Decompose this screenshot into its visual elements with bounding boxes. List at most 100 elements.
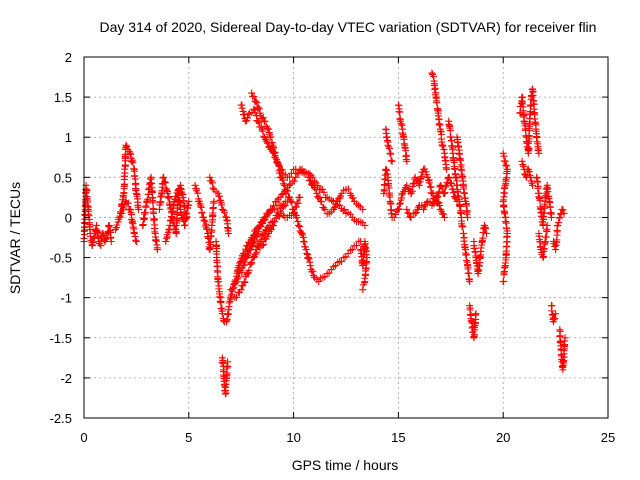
data-point bbox=[460, 237, 468, 245]
data-point bbox=[105, 223, 113, 231]
data-point bbox=[281, 201, 289, 209]
data-point bbox=[284, 187, 292, 195]
data-point bbox=[559, 206, 567, 214]
y-tick-label: -2 bbox=[60, 371, 72, 386]
data-point bbox=[332, 203, 340, 211]
y-tick-label: -1.5 bbox=[50, 331, 72, 346]
x-tick-label: 10 bbox=[286, 430, 300, 445]
data-point bbox=[540, 245, 548, 253]
data-point bbox=[218, 310, 226, 318]
data-point bbox=[464, 213, 472, 221]
data-point bbox=[308, 268, 316, 276]
data-point bbox=[102, 235, 110, 243]
data-point bbox=[555, 219, 563, 227]
data-point bbox=[396, 108, 404, 116]
data-point bbox=[465, 276, 473, 284]
data-point bbox=[128, 157, 136, 165]
data-point bbox=[456, 202, 464, 210]
data-point bbox=[168, 213, 176, 221]
data-point bbox=[163, 233, 171, 241]
data-point bbox=[229, 285, 237, 293]
data-point bbox=[501, 157, 509, 165]
data-point bbox=[280, 203, 288, 211]
data-point bbox=[266, 134, 274, 142]
data-point bbox=[262, 213, 270, 221]
data-point bbox=[318, 185, 326, 193]
data-point bbox=[268, 206, 276, 214]
data-point bbox=[208, 177, 216, 185]
data-point bbox=[442, 183, 450, 191]
y-tick-label: 0.5 bbox=[54, 170, 72, 185]
data-point bbox=[134, 205, 142, 213]
data-point bbox=[230, 284, 238, 292]
data-point bbox=[126, 149, 134, 157]
data-point bbox=[170, 201, 178, 209]
data-point bbox=[132, 238, 140, 246]
data-point bbox=[215, 285, 223, 293]
data-point bbox=[242, 251, 250, 259]
data-point bbox=[396, 199, 404, 207]
data-point bbox=[304, 253, 312, 261]
data-point bbox=[141, 208, 149, 216]
y-tick-label: 1 bbox=[65, 130, 72, 145]
data-point bbox=[501, 181, 509, 189]
data-point bbox=[252, 97, 260, 105]
data-point bbox=[191, 181, 199, 189]
data-point bbox=[122, 141, 130, 149]
data-point bbox=[518, 157, 526, 165]
data-point bbox=[250, 93, 258, 101]
data-point bbox=[296, 193, 304, 201]
data-point bbox=[250, 254, 258, 262]
data-point bbox=[254, 229, 262, 237]
data-point bbox=[411, 209, 419, 217]
data-point bbox=[260, 132, 268, 140]
data-point bbox=[271, 217, 279, 225]
data-point bbox=[130, 229, 138, 237]
data-point bbox=[203, 225, 211, 233]
data-point bbox=[431, 85, 439, 93]
data-point bbox=[435, 201, 443, 209]
data-point bbox=[259, 220, 267, 228]
data-point bbox=[304, 254, 312, 262]
data-point bbox=[248, 259, 256, 267]
data-point bbox=[237, 286, 245, 294]
data-point bbox=[303, 249, 311, 257]
data-point bbox=[224, 358, 232, 366]
data-point bbox=[556, 213, 564, 221]
data-point bbox=[316, 193, 324, 201]
data-point bbox=[338, 257, 346, 265]
data-point bbox=[383, 170, 391, 178]
data-point bbox=[441, 213, 449, 221]
data-point bbox=[238, 104, 246, 112]
data-point bbox=[240, 278, 248, 286]
data-point bbox=[471, 248, 479, 256]
data-point bbox=[525, 168, 533, 176]
data-point bbox=[245, 110, 253, 118]
data-point bbox=[425, 179, 433, 187]
data-point bbox=[255, 223, 263, 231]
x-axis-label: GPS time / hours bbox=[292, 457, 399, 473]
data-point bbox=[320, 204, 328, 212]
data-point bbox=[261, 117, 269, 125]
data-point bbox=[286, 173, 294, 181]
data-point bbox=[178, 190, 186, 198]
data-point bbox=[462, 202, 470, 210]
data-point bbox=[456, 156, 464, 164]
data-point bbox=[142, 203, 150, 211]
data-point bbox=[439, 142, 447, 150]
data-point bbox=[292, 173, 300, 181]
data-point bbox=[294, 199, 302, 207]
data-point bbox=[217, 298, 225, 306]
data-point bbox=[293, 214, 301, 222]
plot-frame bbox=[83, 56, 609, 419]
data-point bbox=[194, 189, 202, 197]
data-point bbox=[244, 114, 252, 122]
data-point bbox=[183, 213, 191, 221]
data-point bbox=[543, 183, 551, 191]
data-point bbox=[141, 210, 149, 218]
data-point bbox=[534, 182, 542, 190]
data-point bbox=[412, 209, 420, 217]
data-point bbox=[542, 233, 550, 241]
y-tick-label: 0 bbox=[65, 210, 72, 225]
data-point bbox=[200, 216, 208, 224]
